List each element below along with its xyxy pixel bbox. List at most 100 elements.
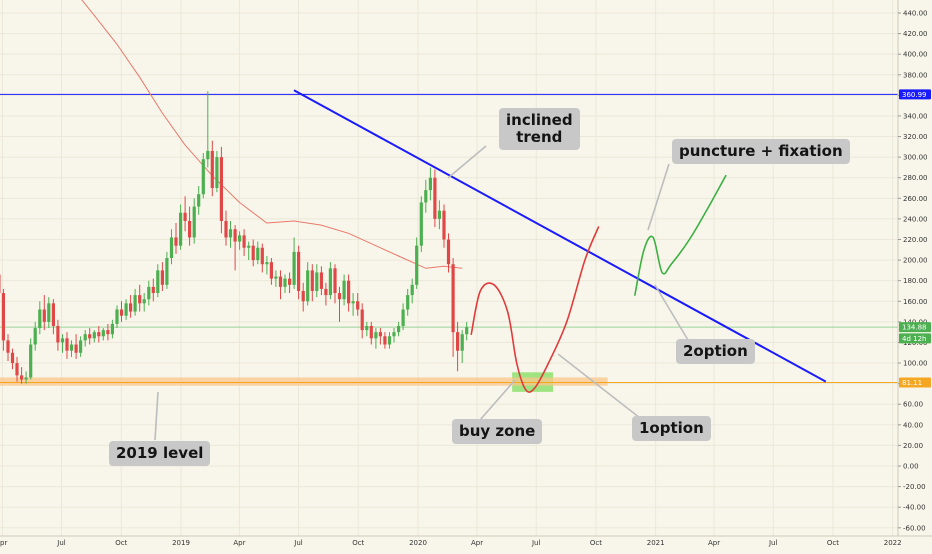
- callout-1option: 1option: [632, 416, 711, 441]
- candle-body: [437, 210, 441, 219]
- price-badge: [899, 89, 931, 100]
- y-axis: 440.00420.00400.00380.00360.00340.00320.…: [897, 0, 932, 550]
- candle-body: [397, 325, 401, 333]
- x-tick-label: pr: [0, 539, 7, 547]
- projections: [470, 174, 727, 393]
- x-tick-label: Oct: [827, 539, 839, 547]
- x-tick-label: Jul: [293, 539, 303, 547]
- x-tick-label: Oct: [352, 539, 364, 547]
- y-tick-label: 160.00: [903, 298, 928, 306]
- y-tick-label: 220.00: [903, 236, 928, 244]
- callout-puncture-fixation: puncture + fixation: [672, 139, 850, 164]
- candle-body: [1, 293, 5, 341]
- candle-body: [446, 239, 451, 265]
- candle-body: [224, 220, 228, 238]
- callout-pointer: [447, 145, 487, 179]
- candle-body: [342, 280, 346, 300]
- candle-body: [351, 301, 355, 304]
- price-badges: 360.99 134.88 4d 12h 81.11: [899, 89, 931, 388]
- y-tick-label: 320.00: [903, 133, 928, 141]
- candle-body: [97, 332, 101, 337]
- callout-pointer: [647, 163, 670, 231]
- candle-body: [47, 303, 51, 322]
- candle-body: [142, 299, 146, 304]
- y-tick-label: 200.00: [903, 257, 928, 265]
- candle-body: [65, 338, 69, 351]
- candle-body: [428, 177, 432, 191]
- x-tick-label: Apr: [708, 539, 720, 547]
- y-tick-label: 420.00: [903, 30, 928, 38]
- y-tick-label: 40.00: [903, 421, 923, 429]
- candle-body: [29, 344, 33, 378]
- x-tick-label: Jul: [531, 539, 541, 547]
- candle-body: [201, 159, 205, 195]
- candle-body: [124, 303, 128, 316]
- candle-body: [256, 247, 260, 261]
- candle-body: [110, 323, 114, 335]
- candle-body: [192, 206, 196, 238]
- price-badge-label: 134.88: [902, 324, 927, 332]
- y-tick-label: 180.00: [903, 277, 928, 285]
- candle-body: [337, 293, 342, 300]
- y-tick-label: 100.00: [903, 360, 928, 368]
- candle-body: [69, 344, 74, 351]
- candle-body: [424, 190, 428, 203]
- candle-body: [38, 309, 42, 329]
- y-tick-label: 400.00: [903, 51, 928, 59]
- candle-body: [415, 245, 419, 285]
- candle-body: [119, 309, 124, 316]
- x-tick-label: 2019: [172, 539, 190, 547]
- price-badge: [899, 322, 931, 333]
- candle-body: [333, 268, 337, 294]
- candle-body: [6, 340, 10, 353]
- x-axis-background: [0, 536, 932, 550]
- x-axis: pr Jul Oct 2019 Apr Jul Oct 2020 Apr Jul Oct 2021 Ap…: [0, 535, 932, 550]
- candle-body: [374, 332, 378, 339]
- candle-body: [197, 194, 201, 207]
- x-tick-label: 2022: [884, 539, 902, 547]
- candle-body: [306, 270, 310, 302]
- candle-body: [401, 309, 405, 326]
- price-badge: [899, 333, 931, 344]
- candle-body: [269, 262, 273, 279]
- candle-body: [242, 235, 246, 248]
- candle-body: [115, 309, 119, 324]
- candle-body: [169, 237, 174, 259]
- candle-body: [138, 295, 142, 304]
- candle-body: [160, 270, 164, 285]
- candle-body: [106, 330, 110, 335]
- candle-body: [410, 284, 414, 296]
- y-tick-label: 340.00: [903, 112, 928, 120]
- y-tick-label: -20.00: [903, 483, 926, 491]
- candle-body: [347, 280, 351, 304]
- candle-body: [406, 295, 410, 310]
- candle-body: [360, 309, 364, 331]
- candle-body: [215, 157, 219, 189]
- candle-body: [288, 278, 292, 285]
- y-tick-label: 240.00: [903, 215, 928, 223]
- candle-body: [51, 303, 55, 326]
- x-tick-label: 2020: [409, 539, 427, 547]
- candle-body: [356, 301, 360, 310]
- callout-pointer: [557, 353, 641, 419]
- y-tick-label: 60.00: [903, 401, 923, 409]
- candle-body: [33, 328, 37, 345]
- candle-body: [56, 325, 60, 343]
- y-tick-label: 280.00: [903, 174, 928, 182]
- moving-average: [81, 0, 463, 269]
- candle-body: [147, 286, 151, 300]
- candle-body: [238, 235, 242, 242]
- candle-body: [83, 334, 87, 341]
- candle-body: [451, 264, 455, 333]
- inclined-trendline: [293, 89, 827, 383]
- candle-body: [129, 303, 133, 312]
- horizontal-levels: [0, 93, 898, 383]
- price-badge-label: 81.11: [902, 379, 922, 387]
- candles: [0, 91, 469, 384]
- candle-body: [328, 268, 332, 296]
- y-tick-label: 380.00: [903, 71, 928, 79]
- callout-inclined-trend: inclined trend: [499, 108, 580, 150]
- callout-2option: 2option: [676, 339, 755, 364]
